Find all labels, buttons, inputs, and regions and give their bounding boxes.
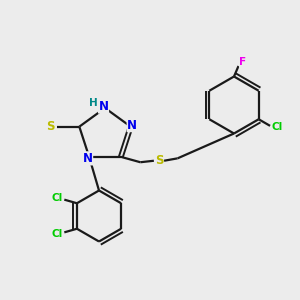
Text: S: S bbox=[46, 120, 55, 133]
Text: F: F bbox=[239, 57, 247, 68]
Text: Cl: Cl bbox=[52, 229, 63, 239]
Text: S: S bbox=[155, 154, 163, 167]
Text: H: H bbox=[89, 98, 98, 108]
Text: Cl: Cl bbox=[272, 122, 283, 132]
Text: Cl: Cl bbox=[52, 193, 63, 203]
Text: N: N bbox=[98, 100, 109, 113]
Text: N: N bbox=[127, 119, 137, 132]
Text: N: N bbox=[82, 152, 93, 165]
